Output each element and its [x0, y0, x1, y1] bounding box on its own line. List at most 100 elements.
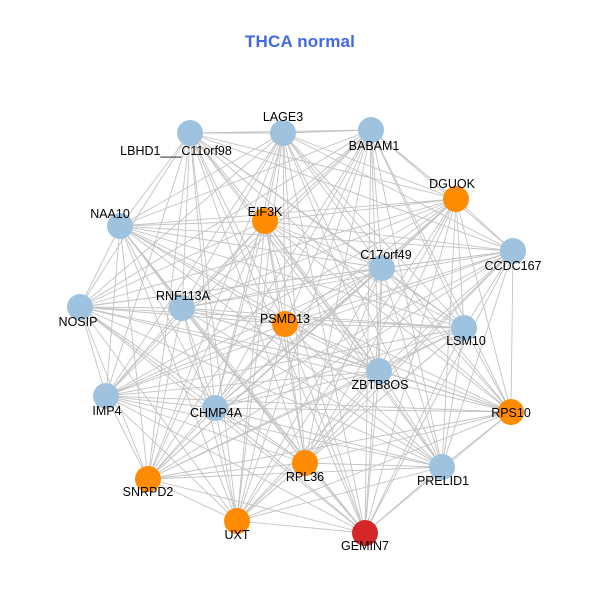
edge [236, 250, 514, 522]
edge [282, 132, 512, 413]
edge [236, 267, 383, 522]
edge [304, 129, 372, 464]
node-NOSIP [67, 294, 93, 320]
node-label-BABAM1: BABAM1 [349, 139, 400, 153]
edge [105, 395, 306, 464]
edge [304, 411, 512, 464]
node-GEMIN7 [352, 520, 378, 546]
edge [214, 327, 465, 409]
edge [79, 132, 191, 308]
node-label-PSMD13: PSMD13 [260, 312, 310, 326]
edge [105, 327, 465, 397]
node-CCDC167 [500, 238, 526, 264]
node-BABAM1 [358, 117, 384, 143]
edge [181, 267, 383, 309]
edge [79, 129, 372, 308]
node-RNF113A [169, 295, 195, 321]
edge [105, 132, 284, 397]
edge [119, 225, 286, 325]
edge [189, 132, 443, 468]
edge [264, 129, 372, 222]
edge [181, 307, 443, 468]
node-label-EIF3K: EIF3K [248, 205, 283, 219]
edge [105, 395, 443, 468]
edge [284, 323, 380, 372]
edge [282, 132, 514, 252]
node-label-RPL36: RPL36 [286, 470, 324, 484]
edge [264, 220, 514, 252]
edge [284, 323, 306, 464]
node-label-NOSIP: NOSIP [59, 315, 98, 329]
edge [119, 198, 457, 227]
edge [119, 225, 366, 534]
edge [119, 225, 149, 480]
edge [119, 225, 512, 413]
node-LAGE3 [270, 120, 296, 146]
edge [282, 132, 443, 468]
node-label-NAA10: NAA10 [90, 207, 130, 221]
edge [119, 225, 443, 468]
node-label-ZBTB8OS: ZBTB8OS [352, 378, 409, 392]
edge [79, 306, 380, 372]
edge [441, 327, 465, 468]
node-PRELID1 [429, 454, 455, 480]
edge [105, 395, 366, 534]
node-label-LAGE3: LAGE3 [263, 110, 303, 124]
edge [189, 132, 266, 222]
node-label-SNRPD2: SNRPD2 [123, 485, 174, 499]
edge-layer [79, 129, 514, 534]
edge [282, 132, 383, 269]
edge [189, 132, 306, 464]
edge [264, 220, 306, 464]
node-label-GEMIN7: GEMIN7 [341, 539, 389, 553]
edge [105, 395, 238, 522]
edge [181, 307, 216, 409]
edge [364, 267, 383, 534]
edge [189, 132, 216, 409]
edge [364, 250, 514, 534]
edge [181, 132, 284, 309]
node-PSMD13 [272, 311, 298, 337]
node-NAA10 [107, 213, 133, 239]
edge [264, 220, 443, 468]
edge [105, 395, 216, 409]
edge [189, 132, 286, 325]
edge [119, 132, 284, 227]
edge [147, 462, 306, 480]
edge [79, 306, 306, 464]
edge [510, 250, 514, 413]
node-label-RNF113A: RNF113A [156, 289, 211, 303]
edge [105, 267, 383, 397]
edge [455, 198, 512, 413]
node-label-IMP4: IMP4 [92, 404, 121, 418]
edge [284, 323, 465, 329]
label-layer: LAGE3 BABAM1 LBHD1___C11orf98 DGUOK NAA10 EIF… [59, 110, 542, 553]
edge [105, 225, 121, 397]
edge [364, 466, 443, 534]
edge [236, 520, 366, 534]
edge [181, 307, 465, 329]
edge [236, 323, 286, 522]
node-label-CHMP4A: CHMP4A [190, 406, 243, 420]
edge [264, 220, 383, 269]
edge [79, 306, 183, 309]
edge [105, 132, 191, 397]
edge [304, 250, 514, 464]
edge [284, 323, 512, 413]
edge [364, 129, 372, 534]
edge [370, 129, 512, 413]
node-layer [67, 117, 526, 546]
node-label-CCDC167: CCDC167 [485, 259, 542, 273]
node-LSM10 [451, 315, 477, 341]
edge [79, 132, 284, 308]
edge [214, 323, 286, 409]
edge [264, 198, 457, 222]
edge [105, 370, 380, 397]
edge [119, 225, 380, 372]
edge [284, 129, 372, 325]
edge [105, 198, 457, 397]
edge [147, 220, 266, 480]
edge [189, 132, 457, 200]
edge [189, 132, 465, 329]
node-label-C17orf49: C17orf49 [360, 248, 411, 262]
